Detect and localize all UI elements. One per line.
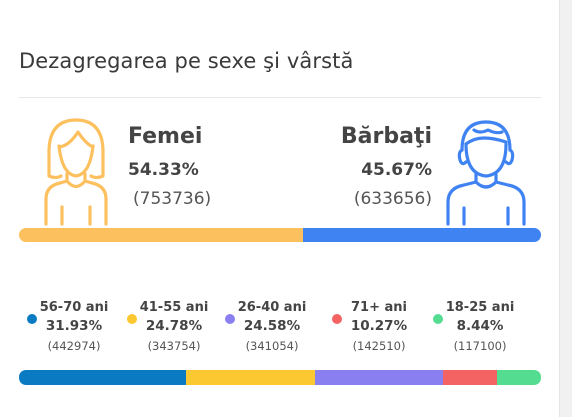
female-label: Femei bbox=[128, 124, 203, 149]
age-count: (142510) bbox=[352, 339, 406, 353]
male-label: Bărbaţi bbox=[340, 124, 432, 149]
legend-dot bbox=[225, 314, 235, 324]
age-percentage: 24.58% bbox=[243, 318, 301, 334]
gender-stacked-bar bbox=[19, 228, 541, 242]
male-percentage: 45.67% bbox=[361, 160, 432, 180]
legend-dot bbox=[27, 314, 37, 324]
age-percentage: 24.78% bbox=[145, 318, 203, 334]
age-legend-item: 71+ ani 10.27% (142510) bbox=[332, 300, 424, 353]
age-percentage: 10.27% bbox=[350, 318, 408, 334]
age-bar-segment bbox=[496, 370, 541, 385]
age-legend-item: 26-40 ani 24.58% (341054) bbox=[225, 300, 317, 353]
age-percentage: 8.44% bbox=[456, 318, 504, 334]
age-legend-item: 56-70 ani 31.93% (442974) bbox=[27, 300, 119, 353]
age-legend-item: 18-25 ani 8.44% (117100) bbox=[433, 300, 525, 353]
female-bar-segment bbox=[19, 228, 303, 242]
legend-dot bbox=[127, 314, 137, 324]
age-bar-segment bbox=[443, 370, 497, 385]
age-label: 26-40 ani bbox=[237, 300, 307, 315]
age-legend: 56-70 ani 31.93% (442974) 41-55 ani 24.7… bbox=[14, 300, 544, 370]
legend-dot bbox=[433, 314, 443, 324]
female-count: (753736) bbox=[133, 189, 212, 209]
title-divider bbox=[19, 97, 541, 98]
age-label: 71+ ani bbox=[351, 300, 407, 315]
age-count: (117100) bbox=[453, 339, 507, 353]
age-stacked-bar bbox=[19, 370, 541, 385]
legend-dot bbox=[332, 314, 342, 324]
age-count: (442974) bbox=[47, 339, 101, 353]
age-label: 41-55 ani bbox=[139, 300, 209, 315]
age-percentage: 31.93% bbox=[45, 318, 103, 334]
female-percentage: 54.33% bbox=[128, 160, 199, 180]
male-bar-segment bbox=[302, 228, 541, 242]
section-title: Dezagregarea pe sexe şi vârstă bbox=[19, 49, 354, 73]
male-count: (633656) bbox=[353, 189, 432, 209]
man-outline-icon bbox=[444, 116, 528, 228]
age-count: (343754) bbox=[147, 339, 201, 353]
age-label: 18-25 ani bbox=[445, 300, 515, 315]
age-count: (341054) bbox=[245, 339, 299, 353]
age-legend-item: 41-55 ani 24.78% (343754) bbox=[127, 300, 219, 353]
age-bar-segment bbox=[315, 370, 444, 385]
age-label: 56-70 ani bbox=[39, 300, 109, 315]
woman-outline-icon bbox=[34, 116, 118, 228]
scrollbar-track[interactable] bbox=[559, 0, 572, 417]
age-bar-segment bbox=[185, 370, 316, 385]
age-bar-segment bbox=[19, 370, 186, 385]
